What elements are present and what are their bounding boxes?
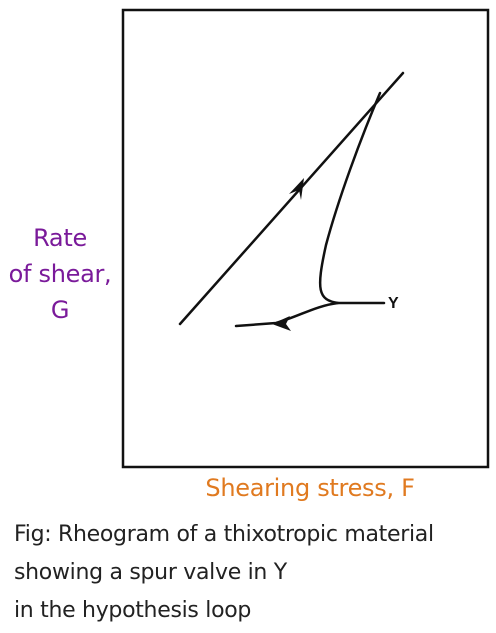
- plot-frame: [121, 8, 490, 469]
- y-axis-label-line: Rate: [33, 224, 87, 252]
- down-curve: [318, 91, 386, 305]
- up-curve-arrowhead: [289, 178, 304, 200]
- x-axis-label: Shearing stress, F: [205, 474, 415, 502]
- y-axis-label-line: G: [50, 296, 70, 324]
- caption-line: in the hypothesis loop: [14, 598, 252, 623]
- y-axis-label: Rate of shear, G: [0, 220, 120, 328]
- point-label-y: Y: [388, 295, 399, 312]
- caption-line: showing a spur valve in Y: [14, 560, 287, 585]
- return-curve-arrowhead: [272, 316, 291, 331]
- caption-line: Fig: Rheogram of a thixotropic material: [14, 522, 434, 547]
- figure-caption: Fig: Rheogram of a thixotropic material …: [14, 516, 490, 630]
- up-curve: [178, 71, 405, 326]
- return-curve: [234, 301, 340, 328]
- y-axis-label-line: of shear,: [8, 260, 112, 288]
